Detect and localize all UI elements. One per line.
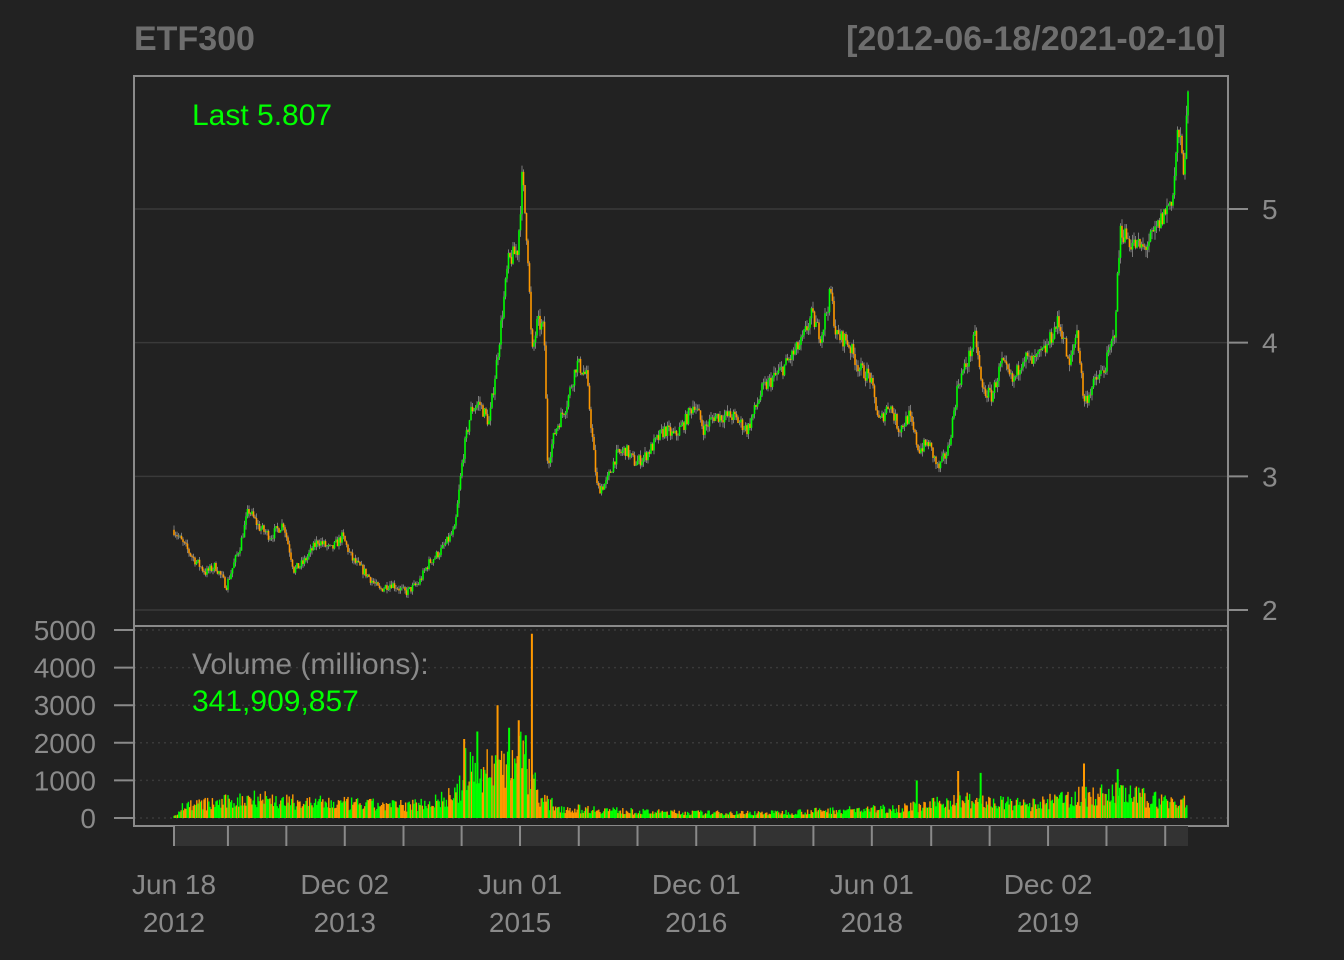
x-tick-year: 2016 xyxy=(665,907,727,938)
volume-label: Volume (millions): xyxy=(192,648,429,681)
x-axis: Jun 18 2012 Dec 02 2013 Jun 01 2015 Dec 01 2016… xyxy=(132,826,1188,938)
volume-tick-label: 4000 xyxy=(34,653,96,684)
x-tick-label: Dec 02 xyxy=(300,869,389,900)
x-tick-year: 2019 xyxy=(1017,907,1079,938)
x-tick-label: Dec 01 xyxy=(652,869,741,900)
chart-title: ETF300 xyxy=(134,20,255,58)
volume-y-axis: 0 1000 2000 3000 4000 5000 xyxy=(34,615,134,834)
volume-tick-label: 3000 xyxy=(34,690,96,721)
volume-tick-label: 0 xyxy=(80,803,96,834)
volume-tick-label: 1000 xyxy=(34,765,96,796)
price-tick-label: 2 xyxy=(1262,595,1278,626)
volume-last-value: 341,909,857 xyxy=(192,685,359,718)
date-range: [2012-06-18/2021-02-10] xyxy=(846,20,1226,58)
x-tick-label: Dec 02 xyxy=(1004,869,1093,900)
x-tick-year: 2018 xyxy=(841,907,903,938)
x-tick-year: 2013 xyxy=(314,907,376,938)
x-tick-year: 2015 xyxy=(489,907,551,938)
volume-tick-label: 2000 xyxy=(34,728,96,759)
x-tick-label: Jun 01 xyxy=(830,869,914,900)
volume-bars xyxy=(173,633,1188,818)
price-y-axis: 2 3 4 5 xyxy=(1228,194,1278,626)
last-price-label: Last 5.807 xyxy=(192,99,332,132)
volume-tick-label: 5000 xyxy=(34,615,96,646)
price-tick-label: 3 xyxy=(1262,461,1278,492)
x-axis-band xyxy=(174,826,1188,846)
x-tick-label: Jun 18 xyxy=(132,869,216,900)
x-tick-label: Jun 01 xyxy=(478,869,562,900)
price-series xyxy=(173,90,1189,599)
x-tick-year: 2012 xyxy=(143,907,205,938)
price-tick-label: 5 xyxy=(1262,194,1278,225)
price-tick-label: 4 xyxy=(1262,328,1278,359)
